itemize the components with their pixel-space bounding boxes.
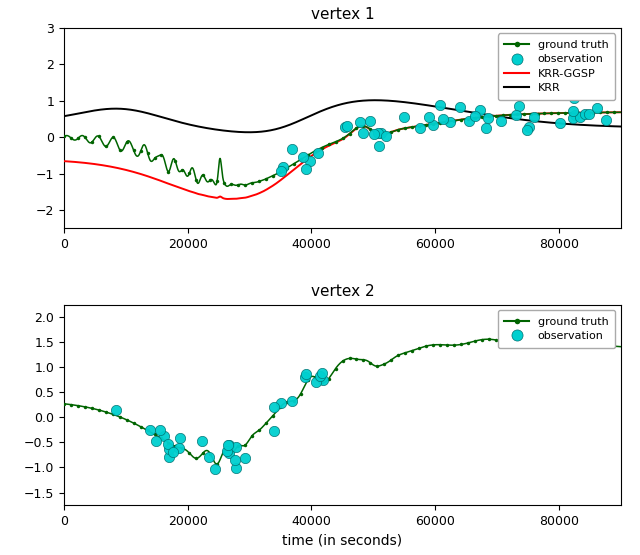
Point: [522, 125, 532, 134]
Point: [580, 109, 591, 118]
Point: [268, 427, 278, 436]
Point: [435, 100, 445, 109]
Point: [355, 118, 365, 127]
Point: [163, 439, 173, 448]
Point: [151, 437, 161, 446]
Point: [584, 110, 595, 119]
Point: [381, 131, 391, 140]
Point: [278, 163, 289, 171]
Point: [342, 122, 352, 131]
Point: [204, 453, 214, 462]
Point: [164, 453, 174, 462]
Point: [301, 164, 312, 173]
Point: [211, 465, 221, 473]
Point: [111, 405, 121, 414]
Point: [374, 141, 385, 150]
Point: [155, 425, 165, 434]
Point: [399, 113, 410, 122]
Point: [230, 456, 240, 465]
Point: [225, 448, 235, 457]
Point: [159, 432, 169, 441]
Point: [376, 128, 386, 137]
Point: [175, 434, 186, 443]
Point: [287, 145, 297, 154]
Point: [481, 123, 492, 132]
Point: [358, 129, 368, 138]
Point: [569, 94, 579, 103]
Point: [529, 113, 540, 122]
Point: [514, 102, 524, 110]
Point: [240, 453, 250, 462]
Point: [455, 103, 465, 112]
Point: [223, 440, 234, 449]
Point: [475, 105, 485, 114]
Legend: ground truth, observation, KRR-GGSP, KRR: ground truth, observation, KRR-GGSP, KRR: [498, 33, 615, 100]
Point: [197, 437, 207, 446]
Point: [230, 463, 241, 472]
Point: [164, 445, 174, 454]
Point: [601, 115, 611, 124]
Point: [511, 110, 522, 119]
Point: [231, 443, 241, 452]
Title: vertex 1: vertex 1: [310, 7, 374, 22]
Point: [168, 448, 179, 457]
Point: [317, 369, 327, 378]
Point: [524, 123, 534, 132]
Point: [340, 123, 351, 132]
Point: [318, 375, 328, 384]
Point: [568, 113, 578, 122]
Point: [301, 370, 312, 379]
Point: [495, 117, 506, 125]
Point: [305, 157, 315, 165]
Point: [428, 120, 438, 129]
Point: [445, 117, 455, 126]
Point: [438, 114, 448, 123]
Point: [424, 113, 434, 122]
Point: [300, 372, 310, 381]
Point: [464, 117, 474, 125]
Point: [287, 397, 298, 406]
Title: vertex 2: vertex 2: [310, 284, 374, 299]
Point: [221, 446, 232, 455]
Point: [276, 166, 286, 175]
Point: [568, 106, 578, 115]
Point: [298, 152, 308, 161]
Point: [369, 129, 380, 138]
Point: [145, 425, 155, 434]
Point: [315, 372, 325, 381]
Point: [314, 148, 324, 157]
Point: [415, 123, 425, 132]
Point: [483, 114, 493, 123]
Point: [223, 441, 234, 450]
Point: [592, 104, 602, 113]
Point: [364, 117, 374, 126]
Point: [269, 403, 279, 412]
Point: [575, 112, 585, 121]
Point: [174, 444, 184, 453]
Point: [570, 111, 580, 120]
Point: [555, 119, 565, 128]
Point: [312, 377, 322, 386]
Point: [372, 128, 383, 137]
Legend: ground truth, observation: ground truth, observation: [498, 310, 615, 348]
Point: [276, 399, 286, 408]
Point: [470, 111, 480, 120]
X-axis label: time (in seconds): time (in seconds): [282, 533, 403, 547]
